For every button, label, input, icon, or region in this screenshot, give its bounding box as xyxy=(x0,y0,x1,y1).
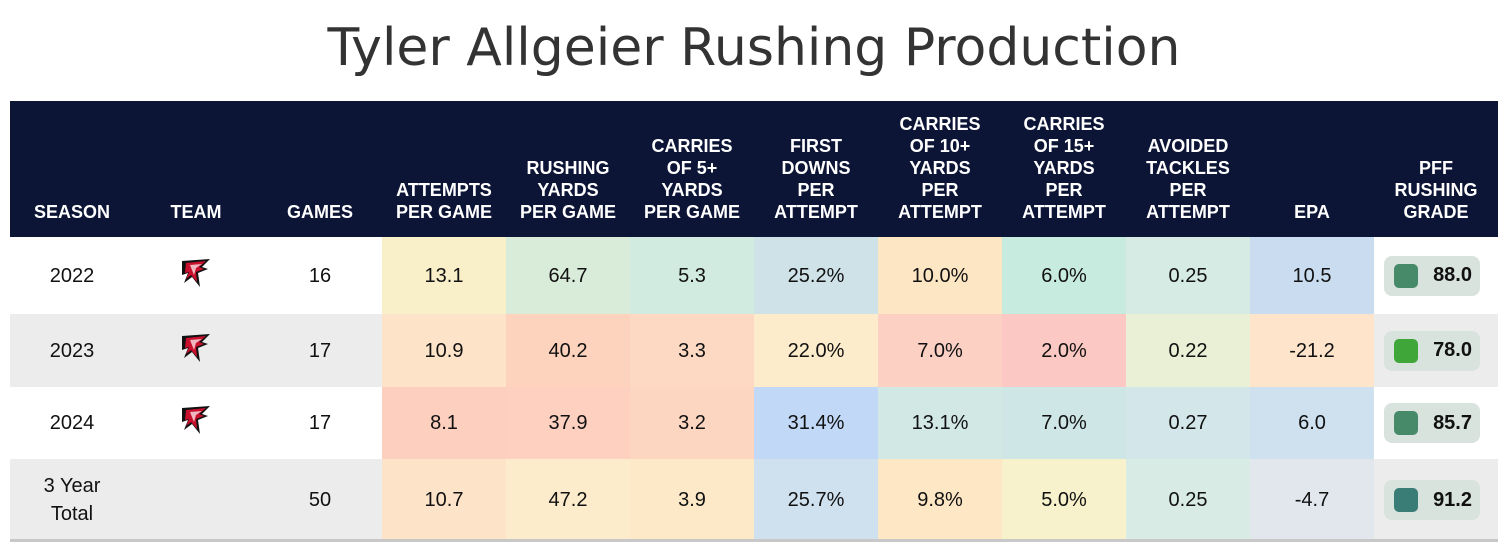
header-label: RUSHING YARDS PER GAME xyxy=(519,158,616,222)
pff-grade-badge: 88.0 xyxy=(1384,255,1480,296)
grade-value: 78.0 xyxy=(1433,339,1472,361)
header-label: AVOIDED TACKLES PER ATTEMPT xyxy=(1146,136,1230,222)
header-label: CARRIES OF 15+ YARDS PER ATTEMPT xyxy=(1022,114,1106,222)
avoided-tackles-per-attempt-cell: 0.25 xyxy=(1126,459,1250,541)
chart-title: Tyler Allgeier Rushing Production xyxy=(327,18,1181,78)
attempts-per-game-cell: 10.7 xyxy=(382,459,506,541)
pff-grade-badge: 85.7 xyxy=(1384,403,1480,443)
carries-10-plus-per-attempt-cell: 7.0% xyxy=(878,314,1002,387)
season-cell: 2024 xyxy=(49,412,95,434)
games-cell: 50 xyxy=(308,489,332,511)
header-pff-rushing-grade: PFF RUSHING GRADE xyxy=(1374,101,1498,237)
rushing-yards-per-game-cell: 37.9 xyxy=(506,387,630,459)
header-label: CARRIES OF 10+ YARDS PER ATTEMPT xyxy=(898,114,982,222)
team-cell xyxy=(134,237,258,314)
grade-color-swatch xyxy=(1394,338,1418,363)
header-avoided-tackles-per-attempt: AVOIDED TACKLES PER ATTEMPT xyxy=(1126,101,1250,237)
table-row: 2024 17 8.1 37.9 3.2 31.4% 13.1% 7.0% 0.27 6.0 85.… xyxy=(10,387,1498,459)
grade-value: 85.7 xyxy=(1433,411,1472,434)
header-label: CARRIES OF 5+ YARDS PER GAME xyxy=(643,136,740,222)
epa-cell: -21.2 xyxy=(1250,314,1374,387)
epa-cell: 6.0 xyxy=(1250,387,1374,459)
table-header: SEASON TEAM GAMES ATTEMPTS PER GAME RUSHING … xyxy=(10,101,1498,237)
table-row: 3 Year Total 50 10.7 47.2 3.9 25.7% 9.8% 5.0% 0.… xyxy=(10,459,1498,541)
attempts-per-game-cell: 13.1 xyxy=(382,237,506,314)
epa-cell: -4.7 xyxy=(1250,459,1374,541)
header-rushing-yards-per-game: RUSHING YARDS PER GAME xyxy=(506,101,630,237)
atlanta-falcons-logo-icon xyxy=(176,253,216,293)
header-first-downs-per-attempt: FIRST DOWNS PER ATTEMPT xyxy=(754,101,878,237)
header-label: SEASON xyxy=(33,202,111,222)
table-bottom-border xyxy=(10,539,1498,542)
header-carries-5-plus-per-game: CARRIES OF 5+ YARDS PER GAME xyxy=(630,101,754,237)
grade-value: 91.2 xyxy=(1433,488,1472,511)
pff-grade-badge: 91.2 xyxy=(1384,480,1480,520)
rushing-yards-per-game-cell: 64.7 xyxy=(506,237,630,314)
season-cell: 3 Year Total xyxy=(43,475,101,525)
season-cell: 2023 xyxy=(49,339,95,362)
header-label: TEAM xyxy=(170,202,222,222)
games-cell: 16 xyxy=(308,264,332,287)
header-epa: EPA xyxy=(1250,101,1374,237)
header-label: FIRST DOWNS PER ATTEMPT xyxy=(774,136,858,222)
first-downs-per-attempt-cell: 31.4% xyxy=(754,387,878,459)
carries-5-plus-per-game-cell: 3.3 xyxy=(630,314,754,387)
attempts-per-game-cell: 10.9 xyxy=(382,314,506,387)
grade-color-swatch xyxy=(1394,263,1418,288)
first-downs-per-attempt-cell: 22.0% xyxy=(754,314,878,387)
avoided-tackles-per-attempt-cell: 0.22 xyxy=(1126,314,1250,387)
games-cell: 17 xyxy=(308,339,332,362)
header-team: TEAM xyxy=(134,101,258,237)
header-label: PFF RUSHING GRADE xyxy=(1394,158,1478,222)
header-label: ATTEMPTS PER GAME xyxy=(395,180,492,222)
carries-15-plus-per-attempt-cell: 6.0% xyxy=(1002,237,1126,314)
grade-value: 88.0 xyxy=(1433,264,1472,286)
header-games: GAMES xyxy=(258,101,382,237)
carries-5-plus-per-game-cell: 5.3 xyxy=(630,237,754,314)
team-cell xyxy=(134,314,258,387)
carries-10-plus-per-attempt-cell: 10.0% xyxy=(878,237,1002,314)
header-attempts-per-game: ATTEMPTS PER GAME xyxy=(382,101,506,237)
carries-15-plus-per-attempt-cell: 5.0% xyxy=(1002,459,1126,541)
carries-15-plus-per-attempt-cell: 7.0% xyxy=(1002,387,1126,459)
header-carries-15-plus-per-attempt: CARRIES OF 15+ YARDS PER ATTEMPT xyxy=(1002,101,1126,237)
team-cell xyxy=(134,459,258,541)
header-label: GAMES xyxy=(286,202,353,222)
atlanta-falcons-logo-icon xyxy=(176,400,216,440)
attempts-per-game-cell: 8.1 xyxy=(382,387,506,459)
carries-10-plus-per-attempt-cell: 9.8% xyxy=(878,459,1002,541)
first-downs-per-attempt-cell: 25.2% xyxy=(754,237,878,314)
grade-color-swatch xyxy=(1394,411,1418,435)
grade-color-swatch xyxy=(1394,488,1418,512)
table-row: 2023 17 10.9 40.2 3.3 22.0% 7.0% 2.0% 0.22 -21.2 7… xyxy=(10,314,1498,387)
team-cell xyxy=(134,387,258,459)
carries-5-plus-per-game-cell: 3.2 xyxy=(630,387,754,459)
header-carries-10-plus-per-attempt: CARRIES OF 10+ YARDS PER ATTEMPT xyxy=(878,101,1002,237)
header-label: EPA xyxy=(1294,202,1330,222)
rushing-yards-per-game-cell: 47.2 xyxy=(506,459,630,541)
table-row: 2022 16 13.1 64.7 5.3 25.2% 10.0% 6.0% 0.25 10.5 8… xyxy=(10,237,1498,314)
epa-cell: 10.5 xyxy=(1250,237,1374,314)
carries-5-plus-per-game-cell: 3.9 xyxy=(630,459,754,541)
avoided-tackles-per-attempt-cell: 0.27 xyxy=(1126,387,1250,459)
first-downs-per-attempt-cell: 25.7% xyxy=(754,459,878,541)
season-cell: 2022 xyxy=(49,264,95,287)
avoided-tackles-per-attempt-cell: 0.25 xyxy=(1126,237,1250,314)
rushing-yards-per-game-cell: 40.2 xyxy=(506,314,630,387)
atlanta-falcons-logo-icon xyxy=(176,328,216,368)
carries-10-plus-per-attempt-cell: 13.1% xyxy=(878,387,1002,459)
games-cell: 17 xyxy=(308,412,332,434)
carries-15-plus-per-attempt-cell: 2.0% xyxy=(1002,314,1126,387)
pff-grade-badge: 78.0 xyxy=(1384,330,1480,371)
header-season: SEASON xyxy=(10,101,134,237)
